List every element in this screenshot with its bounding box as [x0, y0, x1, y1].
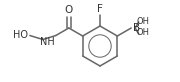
- Text: O: O: [65, 5, 73, 15]
- Text: B: B: [133, 23, 140, 33]
- Text: HO: HO: [13, 31, 28, 41]
- Text: NH: NH: [40, 37, 55, 47]
- Text: F: F: [97, 4, 103, 14]
- Text: OH: OH: [137, 29, 150, 37]
- Text: OH: OH: [137, 17, 150, 26]
